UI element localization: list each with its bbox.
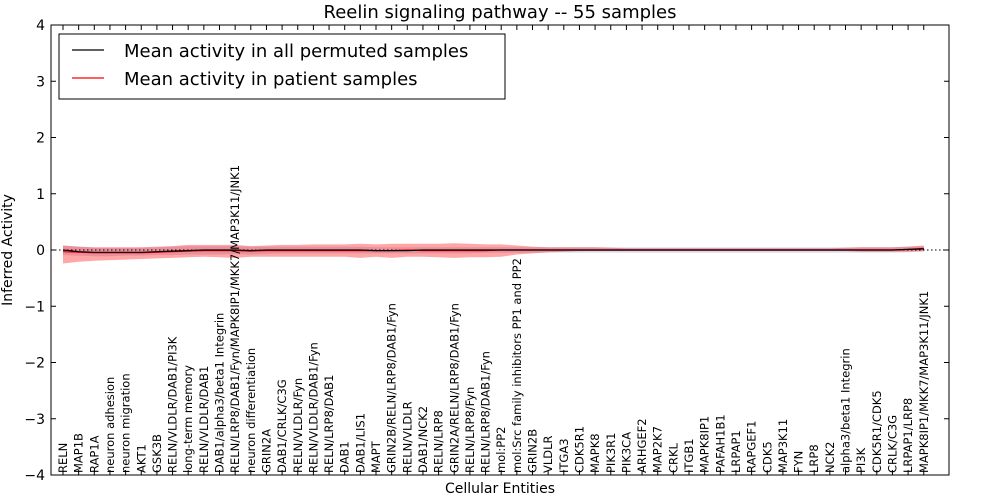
category-label: MAP1B [72, 433, 86, 473]
category-label: LRPAP1/LRP8 [901, 398, 915, 473]
category-label: AKT1 [134, 444, 148, 473]
y-tick-label: 2 [36, 131, 45, 147]
category-label: GRIN2A/RELN/LRP8/DAB1/Fyn [447, 303, 461, 473]
category-label: FYN [792, 451, 806, 473]
confidence-bands [63, 243, 924, 264]
y-tick-label: −3 [24, 412, 45, 428]
category-label: RELN/LRP8/Fyn [463, 387, 477, 473]
y-tick-label: −2 [24, 356, 45, 372]
category-label: RELN/VLDLR/Fyn [291, 378, 305, 473]
category-label: RAPGEF1 [745, 421, 759, 473]
category-label: ITGB1 [682, 438, 696, 473]
category-label: PIK3R1 [604, 433, 618, 474]
legend: Mean activity in all permuted samples Me… [58, 33, 506, 100]
category-label: ARHGEF2 [635, 418, 649, 473]
y-tick-label: 1 [36, 187, 45, 203]
category-label: RELN/VLDLR [400, 401, 414, 473]
x-axis: RELN MAP1B RAP1A neuron adhesion neuron migr… [56, 25, 931, 475]
category-label: RELN/VLDLR/DAB1/PI3K [166, 336, 180, 473]
y-tick-label: 3 [36, 74, 45, 90]
band-patient [63, 243, 924, 264]
category-label: RELN/LRP8/DAB1/Fyn [479, 351, 493, 473]
category-label: MAP2K7 [651, 426, 665, 473]
category-label: GRIN2B/RELN/LRP8/DAB1/Fyn [385, 303, 399, 473]
category-label: ITGA3 [557, 438, 571, 473]
category-label: DAB1/NCK2 [416, 406, 430, 473]
category-label: DAB1/alpha3/beta1 Integrin [213, 313, 227, 473]
y-axis-title: Inferred Activity [0, 194, 16, 306]
category-label: GRIN2B [526, 429, 540, 473]
category-label: long-term memory [181, 365, 195, 473]
category-label: neuron differentiation [244, 348, 258, 473]
category-label: RELN/LRP8/DAB1/Fyn/MAPK8IP1/MKK7/MAP3K11… [228, 165, 242, 473]
category-label: mol:PP2 [494, 427, 508, 474]
series-lines [62, 247, 924, 254]
category-label: VLDLR [541, 435, 555, 473]
x-axis-title: Cellular Entities [445, 481, 555, 497]
category-label: NCK2 [823, 442, 837, 474]
category-label: RELN/LRP8/DAB1 [322, 375, 336, 473]
category-label: RAP1A [87, 435, 101, 473]
category-label: CRLK/C3G [885, 415, 899, 473]
category-label: CDK5R1 [572, 426, 586, 473]
category-label: PIK3CA [619, 432, 633, 473]
category-label: MAPK8IP1 [698, 416, 712, 473]
y-axis: −4 −3 −2 −1 0 1 2 3 4 [24, 18, 949, 484]
category-label: GSK3B [150, 434, 164, 473]
category-label: RELN/VLDLR/DAB1 [197, 366, 211, 473]
line-permuted [62, 248, 924, 253]
chart-title: Reelin signaling pathway -- 55 samples [324, 2, 677, 23]
legend-label-permuted: Mean activity in all permuted samples [124, 41, 468, 62]
category-label: PAFAH1B1 [713, 414, 727, 473]
category-label: RELN/VLDLR/DAB1/Fyn [306, 342, 320, 473]
category-label: DAB1 [338, 441, 352, 473]
y-tick-label: 0 [36, 243, 45, 259]
category-label: LRP8 [807, 444, 821, 473]
category-label: MAPK8IP1/MKK7/MAP3K11/JNK1 [917, 291, 931, 473]
legend-box [58, 33, 506, 100]
category-label: mol:Src family inhibitors PP1 and PP2 [510, 258, 524, 473]
category-label: RELN/LRP8 [432, 410, 446, 473]
category-label: neuron adhesion [103, 377, 117, 473]
category-label: CRKL [666, 442, 680, 473]
category-label: MAP3K11 [776, 419, 790, 473]
category-label: LRPAP1 [729, 430, 743, 473]
legend-label-patient: Mean activity in patient samples [124, 69, 418, 90]
category-label: DAB1/LIS1 [353, 413, 367, 473]
category-label: GRIN2A [259, 429, 273, 473]
category-label: neuron migration [119, 373, 133, 473]
category-label: CDK5 [760, 441, 774, 473]
category-label: PI3K [854, 447, 868, 473]
y-tick-label: −1 [24, 299, 45, 315]
category-label: CDK5R1/CDK5 [870, 390, 884, 473]
category-label: alpha3/beta1 Integrin [839, 348, 853, 473]
category-label: MAPK8 [588, 433, 602, 473]
category-label: DAB1/CRLK/C3G [275, 379, 289, 473]
y-tick-label: −4 [24, 468, 45, 484]
y-tick-label: 4 [36, 18, 45, 34]
category-label: RELN [56, 443, 70, 473]
category-label: MAPT [369, 440, 383, 473]
